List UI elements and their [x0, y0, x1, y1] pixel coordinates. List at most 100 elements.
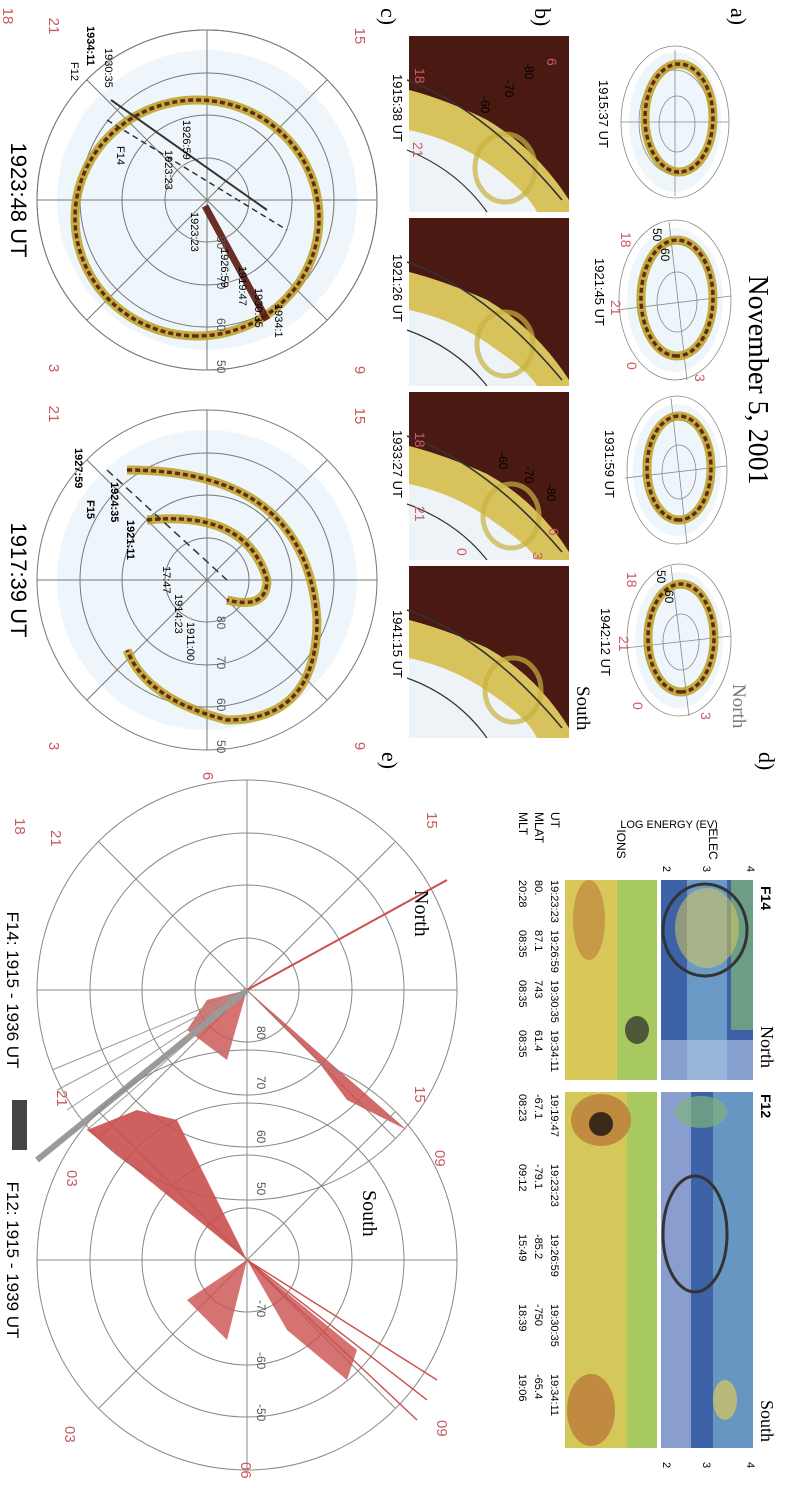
mlt-label-c2-21: 21 [45, 406, 62, 423]
auroral-image-a1: 1915:37 UT [596, 45, 730, 199]
svg-text:19:26:59: 19:26:59 [548, 930, 560, 973]
mlt-label-b3-3: 3 [530, 552, 546, 560]
spectrogram-hemisphere-north: North [757, 1026, 777, 1068]
spectrogram-f14: F14 North 4 3 2 19:23:23 80. 20:28 19:26… [516, 866, 777, 1080]
flow-plot-north: North 18 15 09 03 21 50 60 70 80 F14: 19… [3, 779, 458, 1201]
lat-label-b1-80: -80 [522, 62, 536, 80]
lat-label-a2-50: 50 [650, 228, 664, 242]
lat-label-b3-70: -70 [522, 466, 536, 484]
spectrogram-f14-col-0: 19:23:23 80. 20:28 [516, 880, 560, 923]
auroral-image-b1: 6 18 21 -80 -70 -60 1915:38 UT [390, 36, 569, 213]
mlt-label-a4-0: 0 [630, 702, 646, 710]
panel-label-a: a) [726, 8, 751, 25]
lat-label-eN-60: 60 [254, 1130, 268, 1144]
tick-f12-2: 2 [660, 1462, 672, 1468]
lat-label-c2-50: 50 [214, 740, 228, 754]
svg-text:80.: 80. [532, 880, 544, 895]
tick-f14-4: 4 [744, 866, 756, 872]
svg-text:09:12: 09:12 [516, 1164, 528, 1192]
annotation-c2-3: 1921:11 [124, 520, 136, 560]
annotation-c1-9: F12 [68, 62, 80, 81]
image-time-b3: 1933:27 UT [390, 430, 405, 498]
svg-text:19:26:59: 19:26:59 [548, 1234, 560, 1277]
spectrogram-f14-col-1: 19:26:59 87.1 08:35 [516, 930, 560, 973]
mlt-label-eN-15: 15 [423, 812, 440, 829]
energy-axis-label: LOG ENERGY (EV) [620, 819, 718, 831]
svg-text:87.1: 87.1 [532, 930, 544, 951]
mlt-label-a2-0: 0 [624, 362, 640, 370]
mlt-label-a4-21: 21 [616, 636, 632, 652]
satellite-label-f14: F14 [758, 886, 774, 910]
lat-label-eS-50: -50 [254, 1404, 268, 1422]
svg-text:08:35: 08:35 [516, 980, 528, 1008]
mlt-label-c1-9: 9 [351, 366, 368, 374]
mlt-label-a2-3: 3 [692, 374, 708, 382]
image-time-b1: 1915:38 UT [390, 74, 405, 142]
spectrogram-f14-col-3: 19:34:11 61.4 08:35 [516, 1030, 560, 1072]
svg-text:08:35: 08:35 [516, 1030, 528, 1058]
lat-label-a4-50: 50 [654, 570, 668, 584]
svg-text:-750: -750 [532, 1304, 544, 1326]
auroral-image-a2: 18 21 0 3 50 60 1921:45 UT [592, 219, 732, 382]
mlt-label-eN-18: 18 [11, 818, 28, 835]
svg-text:-65.4: -65.4 [532, 1374, 544, 1399]
mlt-label-eS-09: 09 [433, 1420, 450, 1437]
mlt-label-a2-21: 21 [608, 300, 624, 316]
spectrogram-f12: F12 South 4 3 2 19:19:47 -67.1 08:23 19:… [516, 1092, 777, 1468]
mlt-label-a4-3: 3 [698, 712, 714, 720]
mlt-label-eS-15: 15 [411, 1086, 428, 1103]
annotation-c1-7: 1930:35 [102, 48, 114, 88]
svg-text:19:30:35: 19:30:35 [548, 1304, 560, 1347]
lat-label-eN-50: 50 [254, 1182, 268, 1196]
svg-text:19:30:35: 19:30:35 [548, 980, 560, 1023]
lat-label-b1-60: -60 [478, 96, 492, 114]
annotation-c1-10: F14 [114, 146, 126, 165]
svg-text:19:19:47: 19:19:47 [548, 1094, 560, 1137]
mlt-label-c1-15: 15 [351, 28, 368, 45]
lat-label-a4-60: 60 [662, 590, 676, 604]
panel-label-e: e) [377, 752, 402, 769]
annotation-c1-1: 1930:35 [252, 288, 264, 328]
lat-label-b3-80: -80 [544, 484, 558, 502]
satellite-label-f12: F12 [758, 1094, 774, 1118]
spectrogram-f12-col-1: 19:23:23 -79.1 09:12 [516, 1164, 560, 1207]
annotation-c2-5: 1927:59 [72, 448, 84, 488]
lat-label-c1-50: 50 [214, 360, 228, 374]
polar-plot-c1: 18 15 9 3 21 50 60 70 80 1934:1 1930:35 … [0, 8, 378, 374]
lat-label-b1-70: -70 [502, 80, 516, 98]
figure-title: November 5, 2001 [742, 275, 773, 484]
spectrogram-f14-col-2: 19:30:35 743 08:35 [516, 980, 560, 1023]
auroral-image-b2: 1921:26 UT [390, 218, 569, 387]
spectrogram-f12-col-4: 19:34:11 -65.4 19:06 [516, 1374, 560, 1416]
flow-plot-north-hemisphere: North [410, 890, 432, 937]
svg-text:61.4: 61.4 [532, 1030, 544, 1051]
auroral-image-b4: 1941:15 UT [390, 566, 569, 739]
row-label-mlat: MLAT [532, 812, 546, 844]
svg-text:08:35: 08:35 [516, 930, 528, 958]
tick-f14-3: 3 [700, 866, 712, 872]
panel-b: South 6 18 21 -80 -70 -60 1915:38 UT 192… [390, 36, 593, 739]
mlt-label-c2-9: 9 [351, 742, 368, 750]
panel-c: 18 15 9 3 21 50 60 70 80 1934:1 1930:35 … [0, 8, 378, 780]
svg-text:19:23:23: 19:23:23 [548, 1164, 560, 1207]
lat-label-eS-60: -60 [254, 1352, 268, 1370]
svg-text:19:34:11: 19:34:11 [548, 1374, 560, 1416]
mlt-label-eS-21: 21 [53, 1090, 70, 1107]
flow-plot-south-hemisphere: South [358, 1190, 380, 1237]
image-time-a2: 1921:45 UT [592, 258, 607, 326]
image-time-b2: 1921:26 UT [390, 254, 405, 322]
annotation-c1-3: 1926:59 [218, 248, 230, 288]
mlt-label-c2-3: 3 [45, 742, 62, 750]
annotation-c1-5: 1923:23 [188, 212, 200, 252]
annotation-c1-8: 1934:11 [84, 26, 96, 66]
annotation-c1-2: 1919:47 [236, 266, 248, 306]
mlt-label-c1-21: 21 [45, 18, 62, 35]
row-label-mlt: MLT [516, 812, 530, 836]
lat-label-c1-60: 60 [214, 318, 228, 332]
mlt-label-b1-6: 6 [544, 58, 560, 66]
polar-plot-c2: 15 9 6 3 21 50 60 70 80 1911:00 1914:23 … [6, 406, 378, 780]
mlt-label-a4-18: 18 [624, 572, 640, 588]
lat-label-a2-60: 60 [658, 248, 672, 262]
image-time-a1: 1915:37 UT [596, 80, 611, 148]
